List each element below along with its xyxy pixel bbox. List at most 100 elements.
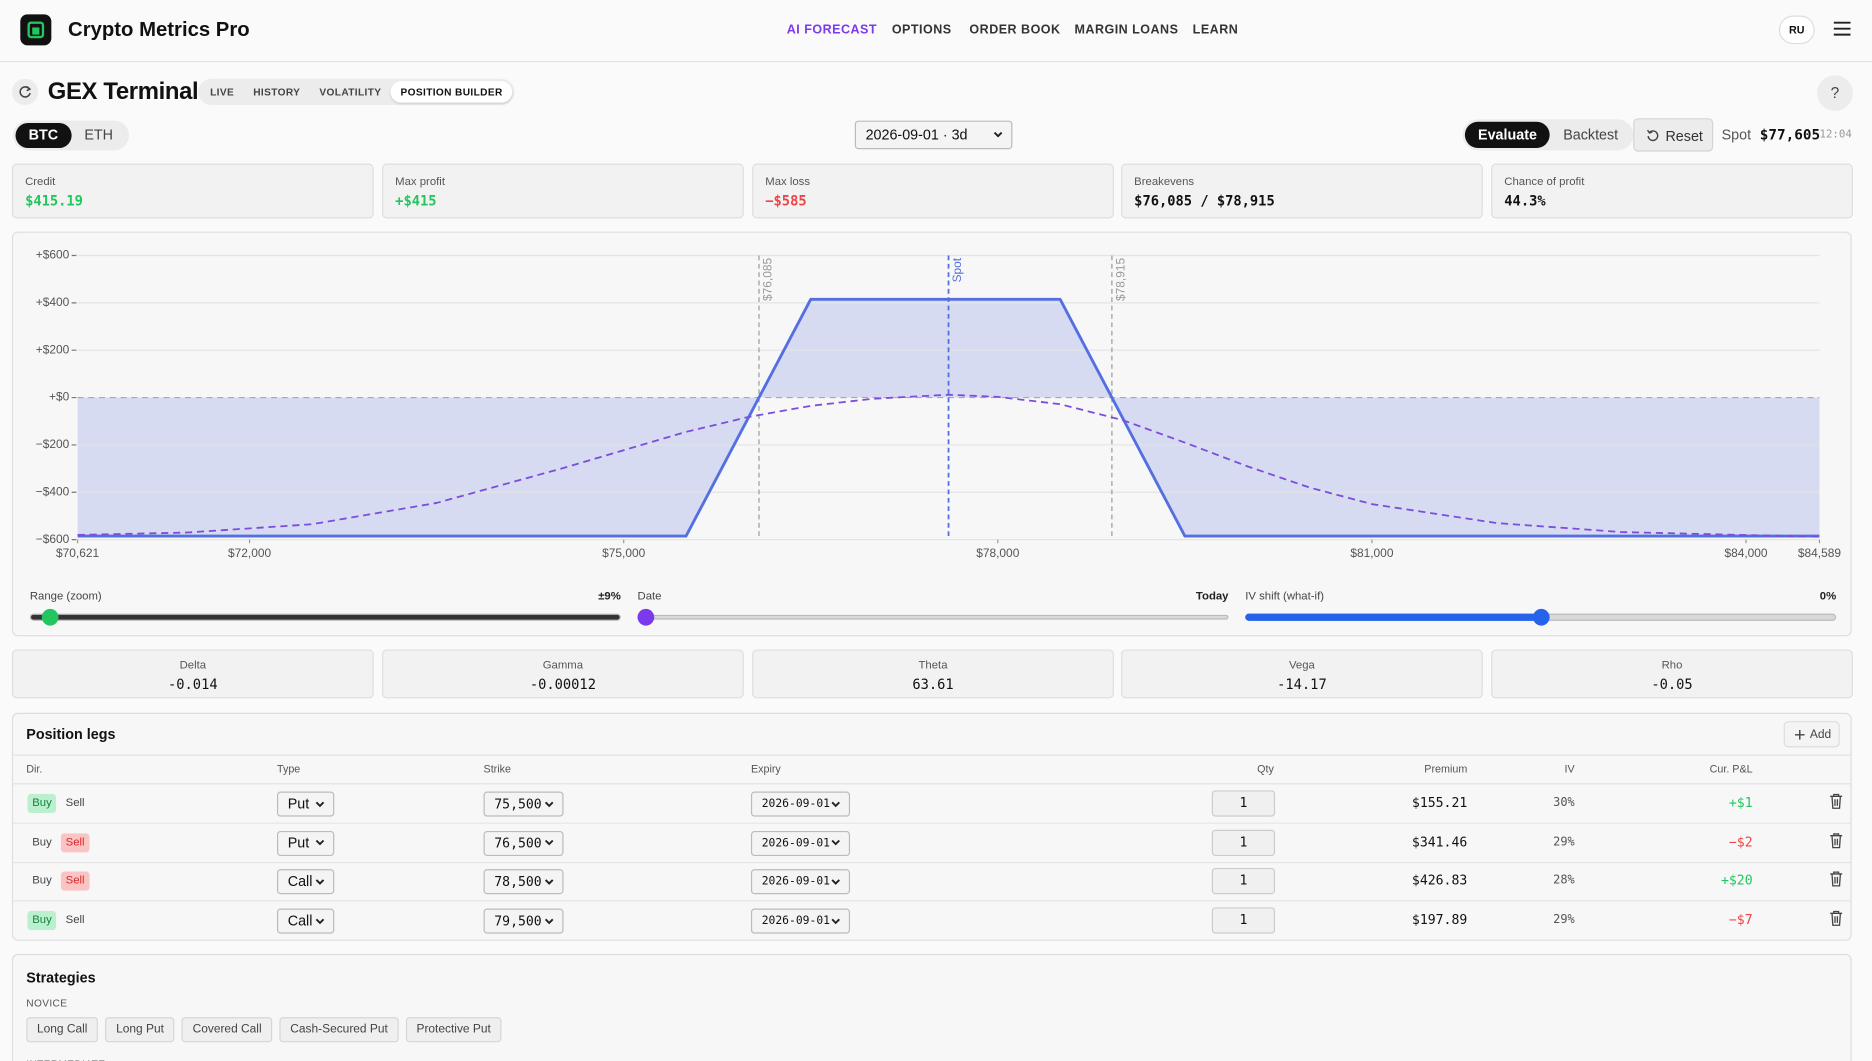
menu-lines: [1833, 21, 1851, 36]
select-arrow: [315, 801, 325, 807]
direction-toggle[interactable]: Sell: [65, 913, 85, 927]
quantity-input[interactable]: 1: [1211, 790, 1276, 817]
nav-link[interactable]: MARGIN LOANS: [1074, 22, 1179, 38]
greek-value: -14.17: [1277, 675, 1327, 693]
select[interactable]: 79,500: [483, 908, 564, 934]
slider[interactable]: [637, 608, 1229, 627]
select-arrow: [831, 879, 840, 885]
tab[interactable]: POSITION BUILDER: [390, 81, 513, 103]
strategy-chip[interactable]: Cash-Secured Put: [279, 1017, 399, 1043]
tab[interactable]: VOLATILITY: [319, 85, 382, 98]
strategy-chip[interactable]: Protective Put: [405, 1017, 502, 1043]
nav-link[interactable]: LEARN: [1192, 22, 1239, 38]
quantity-input[interactable]: 1: [1211, 868, 1276, 895]
brand: Crypto Metrics Pro: [68, 17, 250, 41]
select[interactable]: Put: [276, 830, 335, 856]
select[interactable]: 2026-09-01: [750, 869, 851, 895]
x-tick-label: $70,621: [56, 546, 99, 560]
slider[interactable]: [29, 608, 621, 627]
select[interactable]: Call: [276, 869, 335, 895]
chevron: [315, 918, 325, 924]
reset-icon: [1646, 129, 1659, 142]
direction-toggle[interactable]: Buy: [27, 793, 57, 814]
trash: [1830, 871, 1843, 887]
direction-toggle[interactable]: Buy: [32, 835, 52, 849]
nav-link[interactable]: OPTIONS: [891, 22, 952, 38]
reset-arrow: [1646, 129, 1653, 134]
greek-label: Delta: [179, 659, 207, 673]
strategy-chip[interactable]: Long Put: [105, 1017, 175, 1043]
segment[interactable]: ETH: [84, 126, 114, 144]
select[interactable]: 2026-09-01 · 3d: [854, 120, 1013, 150]
segment[interactable]: Evaluate: [1464, 121, 1551, 149]
trash: [1830, 910, 1843, 927]
logo-mark: [27, 21, 45, 39]
segment[interactable]: Backtest: [1563, 126, 1619, 144]
segmented-control: Evaluate Backtest: [1462, 119, 1634, 151]
spot-value: $77,605: [1759, 126, 1821, 144]
direction-toggle[interactable]: Sell: [65, 796, 85, 810]
select[interactable]: 78,500: [483, 869, 564, 895]
column-header: Qty: [1257, 762, 1274, 775]
column-header: Strike: [483, 762, 511, 775]
strategy-chip[interactable]: Covered Call: [181, 1017, 273, 1043]
tab[interactable]: HISTORY: [253, 85, 301, 98]
add-label: Add: [1809, 728, 1832, 742]
refresh-arrow: [26, 85, 32, 92]
segment[interactable]: BTC: [15, 122, 72, 149]
y-tick-label: +$0: [49, 390, 70, 404]
delete-leg-button[interactable]: [1829, 832, 1843, 849]
select[interactable]: 2026-09-01: [750, 791, 851, 817]
current-pnl: +$1: [1728, 795, 1753, 811]
delete-leg-button[interactable]: [1829, 793, 1843, 810]
add-leg-button[interactable]: Add: [1783, 721, 1840, 748]
reset-label: Reset: [1665, 127, 1703, 145]
menu-button[interactable]: [1833, 20, 1852, 37]
header-divider: [0, 60, 1872, 63]
trash-icon: [1830, 832, 1843, 848]
select[interactable]: 2026-09-01: [750, 908, 851, 934]
select[interactable]: 2026-09-01: [750, 830, 851, 856]
help-button[interactable]: ?: [1817, 75, 1853, 112]
row-divider: [13, 822, 1851, 824]
slider-knob: [41, 608, 59, 626]
trash: [1830, 832, 1843, 848]
direction-toggle[interactable]: Sell: [60, 871, 90, 892]
nav-link[interactable]: ORDER BOOK: [969, 22, 1061, 38]
slider-label: Range (zoom): [29, 589, 102, 603]
slider-knob: [637, 608, 655, 626]
greek-value: -0.014: [168, 675, 218, 693]
refresh-button[interactable]: [11, 78, 39, 106]
select-value: 75,500: [494, 796, 542, 812]
summary-value: +$415: [395, 192, 437, 209]
delete-leg-button[interactable]: [1829, 910, 1843, 927]
select[interactable]: 75,500: [483, 791, 564, 817]
quantity-input[interactable]: 1: [1211, 907, 1276, 934]
y-tick-label: −$400: [36, 484, 70, 498]
language-button[interactable]: RU: [1778, 15, 1815, 45]
quantity-input[interactable]: 1: [1211, 829, 1276, 856]
x-tick-label: $84,000: [1724, 546, 1767, 560]
select-value: 2026-09-01 · 3d: [865, 126, 968, 144]
reset-button[interactable]: Reset: [1633, 118, 1714, 152]
direction-toggle[interactable]: Buy: [32, 874, 52, 888]
strategy-chip[interactable]: Long Call: [26, 1017, 99, 1043]
marker-label: $76,085: [761, 258, 775, 301]
delete-leg-button[interactable]: [1829, 871, 1843, 888]
x-tick-label: $81,000: [1350, 546, 1393, 560]
select-arrow: [993, 131, 1003, 138]
select[interactable]: Call: [276, 908, 335, 934]
direction-toggle[interactable]: Sell: [60, 832, 90, 853]
slider[interactable]: [1245, 608, 1837, 627]
select[interactable]: Put: [276, 791, 335, 817]
nav-link[interactable]: AI FORECAST: [786, 22, 877, 38]
iv: 28%: [1553, 874, 1575, 888]
trash: [1830, 793, 1843, 809]
menu-icon: [1833, 21, 1851, 36]
strategies-title: Strategies: [26, 969, 96, 987]
spot-label: Spot: [1721, 126, 1752, 144]
direction-toggle[interactable]: Buy: [27, 911, 57, 931]
select-arrow: [831, 801, 840, 807]
select[interactable]: 76,500: [483, 830, 564, 856]
tab[interactable]: LIVE: [210, 85, 235, 98]
